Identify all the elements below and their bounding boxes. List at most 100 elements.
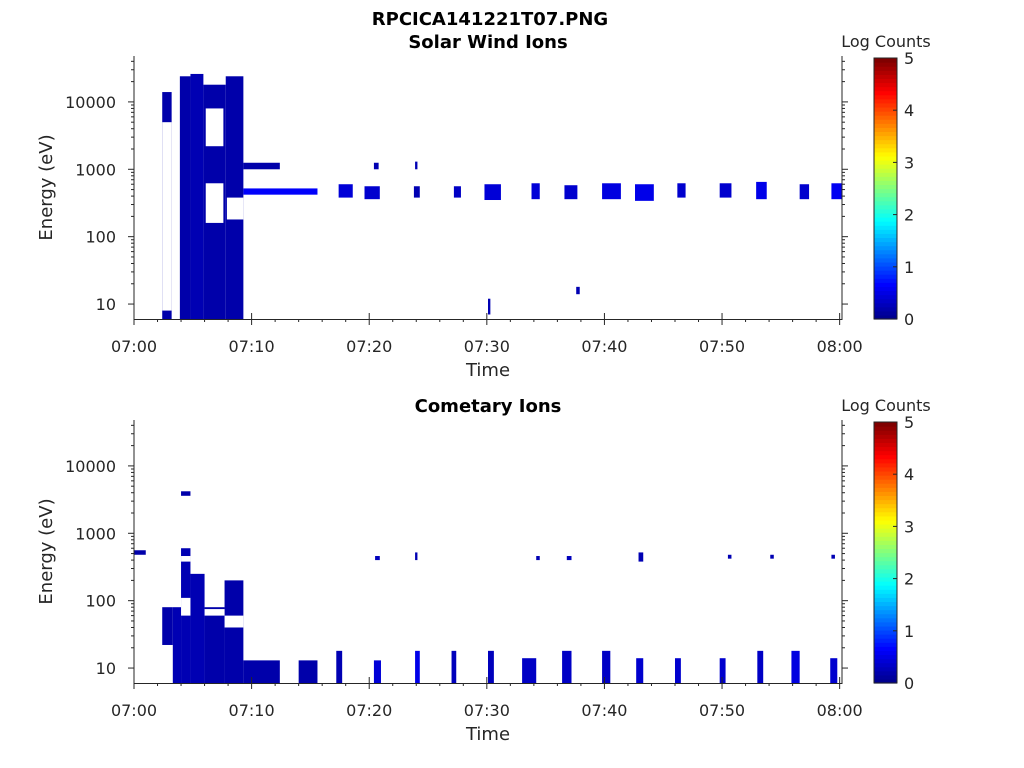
colorbar-step: [874, 290, 897, 296]
colorbar-step: [874, 123, 897, 128]
heatmap-cell: [413, 186, 420, 198]
x-tick-label: 08:00: [817, 337, 863, 356]
colorbar-step: [874, 483, 897, 488]
heatmap-gap: [162, 122, 172, 311]
colorbar-step: [874, 233, 897, 239]
colorbar-step: [874, 70, 897, 75]
colorbar-tick-label: 2: [904, 206, 914, 225]
colorbar-step: [874, 646, 897, 651]
colorbar-step: [874, 221, 897, 226]
heatmap-cell: [190, 573, 205, 683]
colorbar-step: [874, 625, 897, 631]
heatmap-cell: [576, 286, 580, 295]
x-tick-label: 07:00: [111, 701, 157, 720]
colorbar-step: [874, 241, 897, 247]
heatmap-gap: [205, 108, 224, 147]
colorbar-step: [874, 192, 897, 198]
colorbar-step: [874, 458, 897, 464]
heatmap-cell: [562, 650, 572, 683]
heatmap-cell: [364, 186, 380, 200]
panel-1: Solar Wind Ions 07:00 07:10 07:20 07:30 07:40…: [36, 32, 931, 381]
colorbar-step: [874, 66, 897, 71]
colorbar-step: [874, 310, 897, 316]
colorbar-tick-label: 0: [904, 310, 914, 329]
colorbar-frame: [873, 57, 898, 320]
colorbar-step: [874, 225, 897, 230]
colorbar-step: [874, 556, 897, 562]
colorbar-step: [874, 454, 897, 460]
colorbar-step: [874, 314, 897, 320]
colorbar-step: [874, 585, 897, 590]
heatmap-cell: [488, 650, 494, 683]
colorbar-step: [874, 564, 897, 570]
colorbar-step: [874, 111, 897, 116]
x-tick-label: 07:20: [346, 337, 392, 356]
colorbar-step: [874, 617, 897, 623]
heatmap-gap: [181, 556, 191, 562]
heatmap-cell: [179, 76, 191, 319]
colorbar-step: [874, 159, 897, 165]
colorbar-step: [874, 98, 897, 104]
heatmap-cell: [638, 552, 644, 562]
colorbar-step: [874, 572, 897, 578]
colorbar-step: [874, 265, 897, 271]
colorbar-step: [874, 168, 897, 173]
colorbar-step: [874, 58, 897, 63]
colorbar-tick-label: 1: [904, 258, 914, 277]
heatmap-cell: [602, 650, 611, 683]
colorbar-step: [874, 487, 897, 492]
colorbar-step: [874, 188, 897, 194]
heatmap-cell: [677, 183, 686, 198]
heatmap-cell: [243, 188, 318, 195]
heatmap-cell: [373, 162, 379, 170]
colorbar-step: [874, 176, 897, 181]
colorbar-step: [874, 650, 897, 656]
heatmap-cell: [830, 658, 838, 683]
colorbar-step: [874, 74, 897, 79]
colorbar-step: [874, 253, 897, 259]
colorbar-step: [874, 581, 897, 586]
colorbar-step: [874, 593, 897, 598]
colorbar-step: [874, 106, 897, 112]
colorbar-step: [874, 532, 897, 537]
panel-title: Solar Wind Ions: [408, 32, 567, 53]
colorbar-step: [874, 261, 897, 267]
colorbar-step: [874, 270, 897, 275]
heatmap-cell: [415, 161, 418, 170]
colorbar-tick-label: 5: [904, 49, 914, 68]
colorbar-step: [874, 298, 897, 304]
colorbar-step: [874, 609, 897, 615]
colorbar-tick-label: 4: [904, 465, 914, 484]
colorbar-step: [874, 184, 897, 190]
heatmap-cell: [531, 183, 540, 200]
colorbar-step: [874, 666, 897, 672]
x-tick-label: 07:10: [229, 337, 275, 356]
colorbar-tick-label: 0: [904, 674, 914, 693]
x-tick-label: 07:20: [346, 701, 392, 720]
colorbar-step: [874, 475, 897, 480]
heatmap-cell: [298, 660, 318, 683]
panel-title: Cometary Ions: [415, 396, 562, 417]
heatmap-cell: [674, 658, 681, 683]
heatmap-gap: [205, 183, 224, 223]
heatmap-cell: [484, 184, 501, 201]
heatmap-gap: [204, 609, 225, 616]
colorbar-step: [874, 629, 897, 635]
heatmap-area: [162, 73, 842, 319]
colorbar-step: [874, 621, 897, 627]
heatmap-cell: [451, 650, 457, 683]
colorbar-step: [874, 552, 897, 558]
colorbar-step: [874, 670, 897, 676]
heatmap-cell: [770, 554, 774, 559]
heatmap-cell: [719, 183, 732, 198]
heatmap-cell: [190, 73, 204, 319]
colorbar-step: [874, 511, 897, 517]
colorbar-tick-label: 4: [904, 101, 914, 120]
colorbar-tick-label: 3: [904, 517, 914, 536]
x-axis-label: Time: [465, 724, 510, 745]
colorbar-step: [874, 466, 897, 472]
colorbar-step: [874, 94, 897, 100]
heatmap-cell: [375, 556, 380, 561]
colorbar-step: [874, 568, 897, 574]
